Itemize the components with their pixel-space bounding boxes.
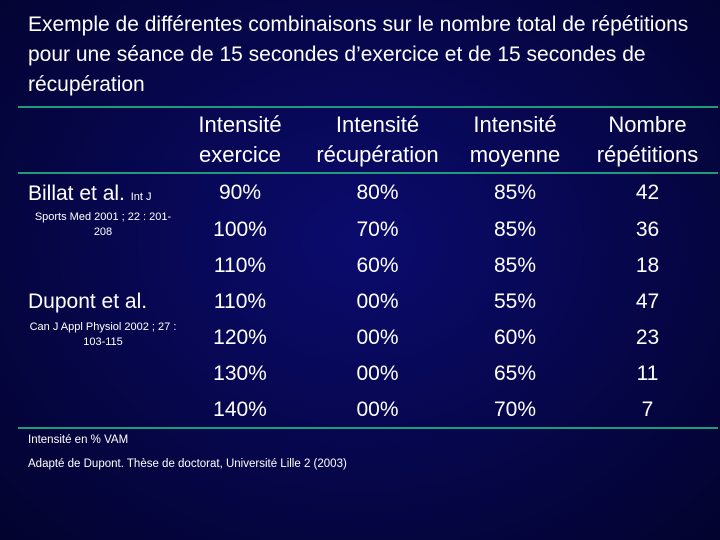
reference-billat-source: Sports Med 2001 ; 22 : 201-208 — [34, 211, 172, 238]
table-cell: 120% — [213, 326, 267, 349]
table-cell: 85% — [493, 181, 537, 204]
table-cell: 65% — [493, 362, 537, 385]
header-intensite-recuperation: Intensité récupération — [305, 110, 450, 170]
header-line1: Intensité — [473, 112, 557, 137]
table-cell: 85% — [493, 254, 537, 277]
table-cell: 60% — [356, 254, 399, 277]
table-cell: 110% — [213, 290, 267, 313]
table-cell: 00% — [356, 326, 399, 349]
reference-dupont: Dupont et al. — [28, 288, 147, 316]
header-line1: Intensité — [198, 112, 282, 137]
table-cell: 60% — [493, 326, 537, 349]
header-line2: exercice — [199, 142, 281, 167]
table-cell: 110% — [213, 254, 267, 277]
table-cell: 80% — [356, 181, 399, 204]
table-cell: 18 — [635, 254, 660, 277]
title-divider — [18, 106, 718, 108]
table-cell: 55% — [493, 290, 537, 313]
header-line2: récupération — [316, 142, 439, 167]
reference-author: Dupont et al. — [28, 290, 148, 313]
header-line1: Nombre — [608, 112, 687, 137]
table-cell: 00% — [356, 362, 399, 385]
header-line2: moyenne — [469, 142, 561, 167]
header-nombre-repetitions: Nombre répétitions — [585, 110, 710, 170]
reference-dupont-source: Can J Appl Physiol 2002 ; 27 : 103-115 — [29, 321, 177, 348]
table-cell: 100% — [213, 218, 267, 241]
header-intensite-moyenne: Intensité moyenne — [455, 110, 575, 170]
header-line2: répétitions — [596, 142, 699, 167]
table-cell: 70% — [493, 398, 537, 421]
footnote-unit: Intensité en % VAM — [28, 434, 129, 446]
table-cell: 130% — [213, 362, 267, 385]
table-cell: 00% — [356, 290, 399, 313]
table-cell: 7 — [641, 398, 654, 421]
table-cell: 23 — [635, 326, 660, 349]
table-cell: 85% — [493, 218, 537, 241]
header-intensite-exercice: Intensité exercice — [180, 110, 300, 170]
table-cell: 70% — [356, 218, 399, 241]
header-line1: Intensité — [335, 112, 420, 137]
table-cell: 47 — [635, 290, 660, 313]
table-cell: 11 — [636, 362, 659, 385]
reference-journal: Int J — [130, 191, 152, 203]
footnote-source: Adapté de Dupont. Thèse de doctorat, Uni… — [28, 458, 347, 470]
slide-title: Exemple de différentes combinaisons sur … — [28, 13, 689, 96]
reference-author: Billat et al. — [28, 182, 125, 205]
table-cell: 140% — [213, 398, 267, 421]
table-bottom-divider — [18, 427, 718, 429]
header-divider — [18, 172, 718, 174]
reference-billat: Billat et al. Int J — [28, 180, 152, 211]
table-cell: 36 — [635, 218, 660, 241]
table-cell: 00% — [356, 398, 399, 421]
table-cell: 90% — [218, 181, 262, 204]
table-cell: 42 — [635, 181, 660, 204]
